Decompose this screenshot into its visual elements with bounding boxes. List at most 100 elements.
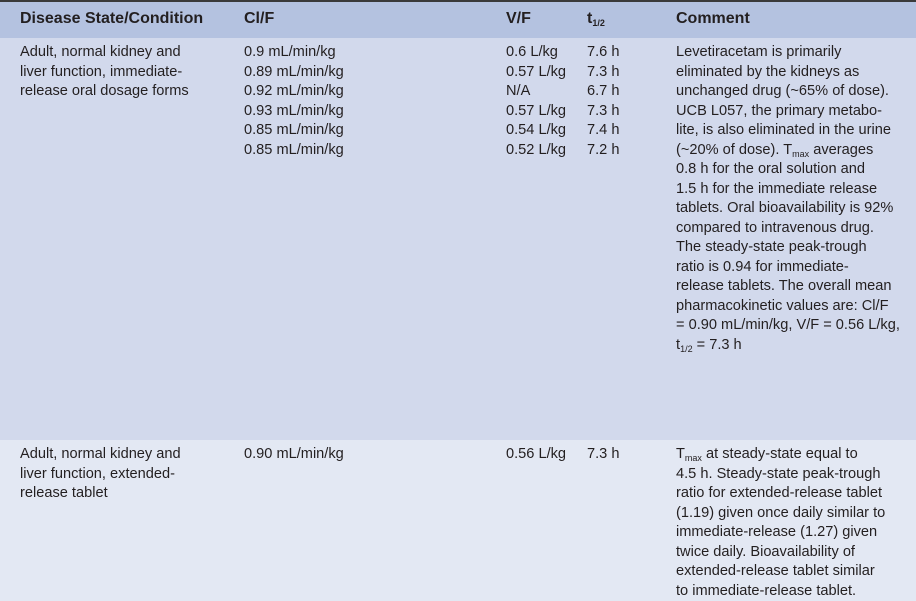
comment-line: UCB L057, the primary metabo- <box>676 102 916 122</box>
comment-line: The steady-state peak-trough <box>676 238 916 258</box>
vf-line: N/A <box>506 82 566 102</box>
comment-line: lite, is also eliminated in the urine <box>676 121 916 141</box>
clf-line: 0.9 mL/min/kg <box>244 43 344 63</box>
comment-line: Tmax at steady-state equal to <box>676 445 916 465</box>
comment-line: unchanged drug (~65% of dose). <box>676 82 916 102</box>
text-segment: pharmacokinetic values are: Cl/F <box>676 298 889 314</box>
header-thalf-sub: 1/2 <box>592 18 605 28</box>
condition-line: release oral dosage forms <box>20 82 230 102</box>
comment-line: pharmacokinetic values are: Cl/F <box>676 297 916 317</box>
text-segment: to immediate-release tablet. <box>676 583 856 599</box>
header-comment: Comment <box>676 10 750 28</box>
thalf-line: 7.6 h <box>587 43 619 63</box>
clf-cell: 0.90 mL/min/kg <box>244 445 344 465</box>
condition-line: release tablet <box>20 484 230 504</box>
vf-line: 0.57 L/kg <box>506 102 566 122</box>
comment-line: (~20% of dose). Tmax averages <box>676 141 916 161</box>
header-clf: Cl/F <box>244 10 274 28</box>
comment-line: 1.5 h for the immediate release <box>676 180 916 200</box>
text-segment: The steady-state peak-trough <box>676 239 867 255</box>
clf-line: 0.89 mL/min/kg <box>244 63 344 83</box>
text-segment: ratio is 0.94 for immediate- <box>676 259 849 275</box>
comment-line: to immediate-release tablet. <box>676 582 916 601</box>
text-segment: extended-release tablet similar <box>676 563 875 579</box>
text-segment: UCB L057, the primary metabo- <box>676 103 882 119</box>
text-segment: 1.5 h for the immediate release <box>676 181 877 197</box>
comment-line: eliminated by the kidneys as <box>676 63 916 83</box>
comment-line: 4.5 h. Steady-state peak-trough <box>676 465 916 485</box>
clf-line: 0.90 mL/min/kg <box>244 445 344 465</box>
pharmacokinetics-table: Disease State/Condition Cl/F V/F t1/2 Co… <box>0 0 916 558</box>
comment-line: 0.8 h for the oral solution and <box>676 160 916 180</box>
text-segment: (1.19) given once daily similar to <box>676 505 885 521</box>
comment-line: = 0.90 mL/min/kg, V/F = 0.56 L/kg, <box>676 316 916 336</box>
text-segment: lite, is also eliminated in the urine <box>676 122 891 138</box>
header-thalf: t1/2 <box>587 10 605 28</box>
text-segment: release tablets. The overall mean <box>676 278 892 294</box>
vf-line: 0.56 L/kg <box>506 445 566 465</box>
text-segment: compared to intravenous drug. <box>676 220 874 236</box>
thalf-line: 7.4 h <box>587 121 619 141</box>
clf-line: 0.93 mL/min/kg <box>244 102 344 122</box>
thalf-line: 7.3 h <box>587 445 619 465</box>
comment-line: (1.19) given once daily similar to <box>676 504 916 524</box>
thalf-cell: 7.3 h <box>587 445 619 465</box>
vf-line: 0.52 L/kg <box>506 141 566 161</box>
comment-line: compared to intravenous drug. <box>676 219 916 239</box>
header-vf: V/F <box>506 10 531 28</box>
vf-cell: 0.56 L/kg <box>506 445 566 465</box>
thalf-line: 7.2 h <box>587 141 619 161</box>
text-segment: at steady-state equal to <box>702 446 858 462</box>
comment-line: twice daily. Bioavailability of <box>676 543 916 563</box>
vf-line: 0.6 L/kg <box>506 43 566 63</box>
condition-line: liver function, extended- <box>20 465 230 485</box>
comment-line: extended-release tablet similar <box>676 562 916 582</box>
clf-line: 0.85 mL/min/kg <box>244 121 344 141</box>
comment-cell: Levetiracetam is primarily eliminated by … <box>676 43 916 355</box>
table-header: Disease State/Condition Cl/F V/F t1/2 Co… <box>0 2 916 38</box>
text-segment: 4.5 h. Steady-state peak-trough <box>676 466 880 482</box>
comment-line: immediate-release (1.27) given <box>676 523 916 543</box>
thalf-line: 7.3 h <box>587 102 619 122</box>
text-segment: (~20% of dose). T <box>676 142 792 158</box>
comment-line: tablets. Oral bioavailability is 92% <box>676 199 916 219</box>
thalf-line: 7.3 h <box>587 63 619 83</box>
text-segment: twice daily. Bioavailability of <box>676 544 855 560</box>
comment-line: ratio is 0.94 for immediate- <box>676 258 916 278</box>
clf-line: 0.85 mL/min/kg <box>244 141 344 161</box>
comment-line: ratio for extended-release tablet <box>676 484 916 504</box>
text-segment: immediate-release (1.27) given <box>676 524 877 540</box>
comment-line: Levetiracetam is primarily <box>676 43 916 63</box>
subscript: max <box>792 149 809 159</box>
text-segment: T <box>676 446 685 462</box>
text-segment: ratio for extended-release tablet <box>676 485 882 501</box>
vf-line: 0.54 L/kg <box>506 121 566 141</box>
text-segment: eliminated by the kidneys as <box>676 64 859 80</box>
text-segment: 0.8 h for the oral solution and <box>676 161 865 177</box>
condition-line: Adult, normal kidney and <box>20 43 230 63</box>
condition-line: liver function, immediate- <box>20 63 230 83</box>
thalf-line: 6.7 h <box>587 82 619 102</box>
text-segment: unchanged drug (~65% of dose). <box>676 83 889 99</box>
comment-line: release tablets. The overall mean <box>676 277 916 297</box>
subscript: max <box>685 453 702 463</box>
header-condition: Disease State/Condition <box>20 10 203 28</box>
text-segment: tablets. Oral bioavailability is 92% <box>676 200 893 216</box>
text-segment: = 0.90 mL/min/kg, V/F = 0.56 L/kg, <box>676 317 900 333</box>
condition-line: Adult, normal kidney and <box>20 445 230 465</box>
text-segment: = 7.3 h <box>693 337 742 353</box>
subscript: 1/2 <box>680 344 693 354</box>
vf-line: 0.57 L/kg <box>506 63 566 83</box>
clf-line: 0.92 mL/min/kg <box>244 82 344 102</box>
text-segment: averages <box>809 142 873 158</box>
comment-line: t1/2 = 7.3 h <box>676 336 916 356</box>
text-segment: Levetiracetam is primarily <box>676 44 841 60</box>
